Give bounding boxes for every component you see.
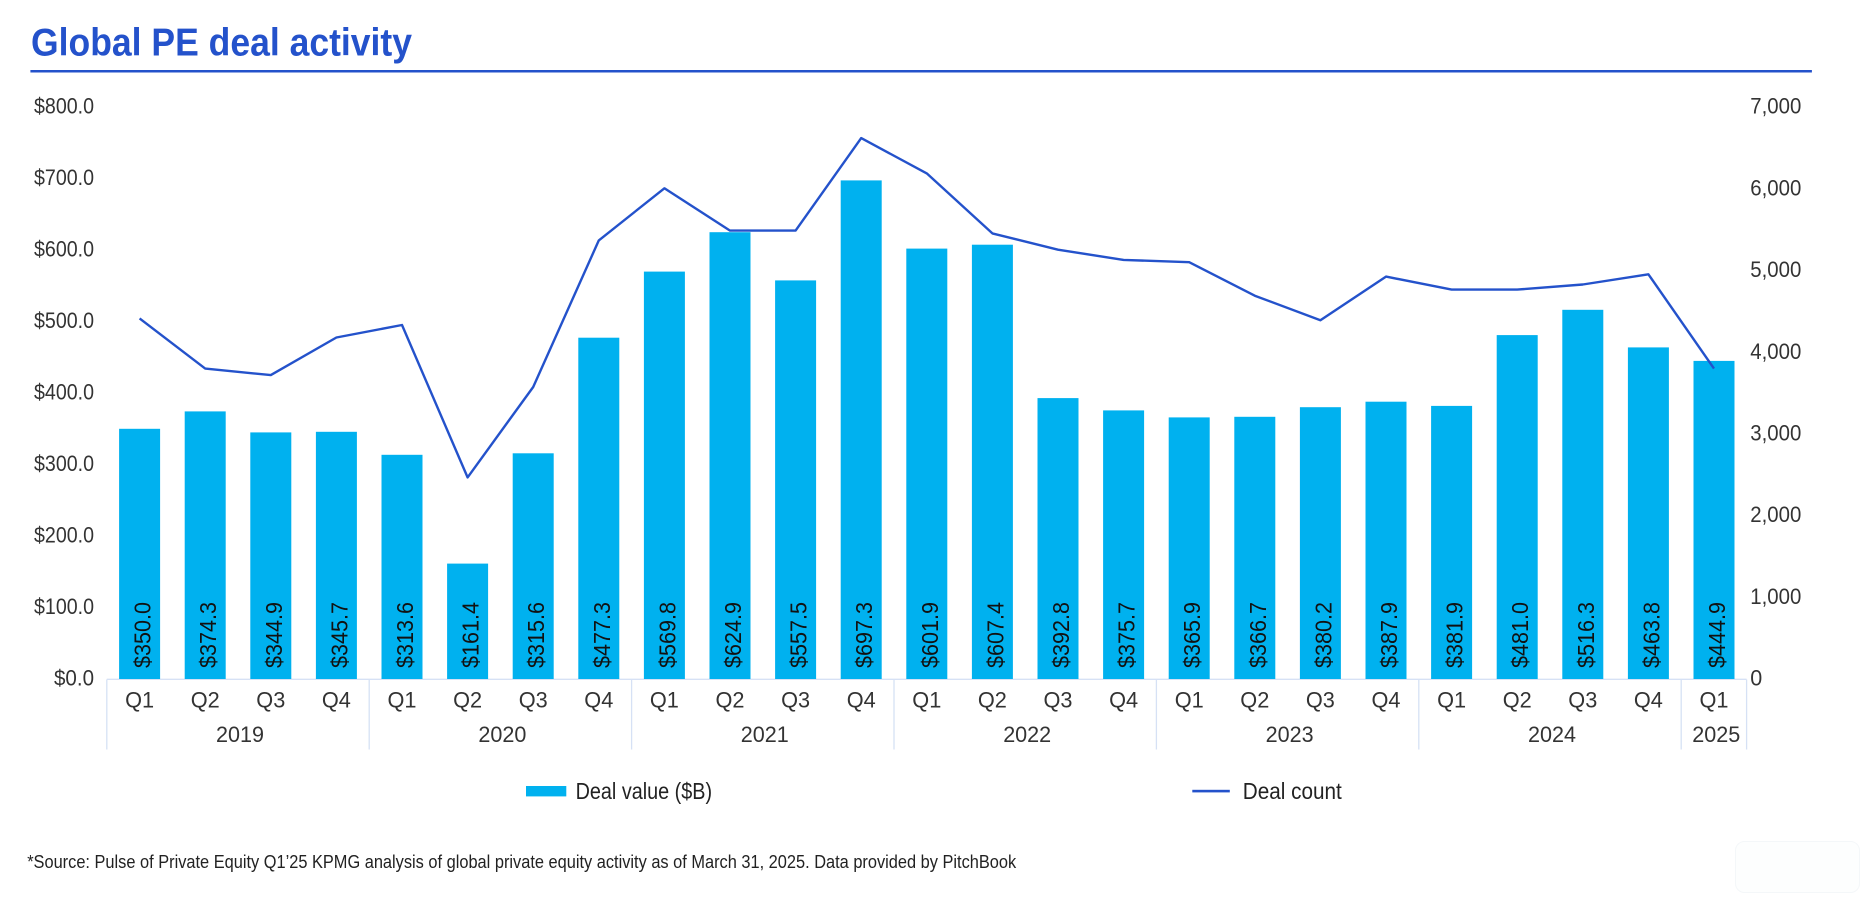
svg-text:2025: 2025 bbox=[1692, 722, 1740, 747]
svg-text:Q4: Q4 bbox=[584, 688, 613, 713]
svg-text:$387.9: $387.9 bbox=[1376, 602, 1402, 668]
svg-text:Q1: Q1 bbox=[912, 688, 941, 713]
svg-text:6,000: 6,000 bbox=[1750, 175, 1801, 200]
svg-text:$557.5: $557.5 bbox=[786, 602, 812, 668]
svg-text:Q2: Q2 bbox=[453, 688, 482, 713]
svg-text:Q1: Q1 bbox=[1175, 688, 1204, 713]
svg-text:Q3: Q3 bbox=[1568, 688, 1597, 713]
svg-text:$392.8: $392.8 bbox=[1048, 602, 1074, 668]
svg-text:$375.7: $375.7 bbox=[1114, 602, 1140, 668]
svg-text:Q4: Q4 bbox=[847, 688, 876, 713]
svg-text:Q1: Q1 bbox=[650, 688, 679, 713]
svg-text:3,000: 3,000 bbox=[1750, 420, 1801, 445]
svg-text:Q1: Q1 bbox=[1437, 688, 1466, 713]
svg-text:2,000: 2,000 bbox=[1750, 502, 1801, 527]
svg-text:Q3: Q3 bbox=[1044, 688, 1073, 713]
svg-text:2023: 2023 bbox=[1266, 722, 1314, 747]
svg-text:$374.3: $374.3 bbox=[195, 602, 221, 668]
svg-text:*Source: Pulse of Private Equi: *Source: Pulse of Private Equity Q1’25 K… bbox=[27, 852, 1017, 872]
svg-text:Q1: Q1 bbox=[125, 688, 154, 713]
svg-text:$381.9: $381.9 bbox=[1442, 602, 1468, 668]
svg-text:$300.0: $300.0 bbox=[34, 451, 94, 476]
svg-text:Q2: Q2 bbox=[1240, 688, 1269, 713]
svg-text:$200.0: $200.0 bbox=[34, 523, 94, 548]
svg-text:$380.2: $380.2 bbox=[1310, 602, 1336, 668]
svg-text:$365.9: $365.9 bbox=[1179, 602, 1205, 668]
svg-text:Q3: Q3 bbox=[781, 688, 810, 713]
svg-text:$0.0: $0.0 bbox=[54, 666, 94, 691]
svg-text:Q2: Q2 bbox=[191, 688, 220, 713]
svg-text:Q3: Q3 bbox=[519, 688, 548, 713]
svg-text:$700.0: $700.0 bbox=[34, 165, 94, 190]
svg-text:Q4: Q4 bbox=[1372, 688, 1401, 713]
svg-text:2024: 2024 bbox=[1528, 722, 1576, 747]
svg-text:Deal count: Deal count bbox=[1243, 778, 1343, 804]
svg-text:0: 0 bbox=[1750, 666, 1762, 691]
svg-text:Q4: Q4 bbox=[1634, 688, 1663, 713]
svg-text:$500.0: $500.0 bbox=[34, 308, 94, 333]
svg-text:2021: 2021 bbox=[741, 722, 789, 747]
svg-text:$601.9: $601.9 bbox=[917, 602, 943, 668]
svg-text:$100.0: $100.0 bbox=[34, 594, 94, 619]
svg-text:Q3: Q3 bbox=[256, 688, 285, 713]
svg-text:$444.9: $444.9 bbox=[1704, 602, 1730, 668]
svg-text:1,000: 1,000 bbox=[1750, 584, 1801, 609]
svg-text:$600.0: $600.0 bbox=[34, 237, 94, 262]
svg-text:2020: 2020 bbox=[478, 722, 526, 747]
svg-text:$477.3: $477.3 bbox=[589, 602, 615, 668]
svg-text:Q1: Q1 bbox=[388, 688, 417, 713]
svg-text:$350.0: $350.0 bbox=[130, 602, 156, 668]
svg-text:Q4: Q4 bbox=[322, 688, 351, 713]
svg-text:2019: 2019 bbox=[216, 722, 264, 747]
svg-text:Q2: Q2 bbox=[978, 688, 1007, 713]
svg-text:$400.0: $400.0 bbox=[34, 380, 94, 405]
svg-text:$463.8: $463.8 bbox=[1638, 602, 1664, 668]
svg-text:$366.7: $366.7 bbox=[1245, 602, 1271, 668]
svg-text:$800.0: $800.0 bbox=[34, 94, 94, 119]
svg-text:$345.7: $345.7 bbox=[326, 602, 352, 668]
svg-text:$344.9: $344.9 bbox=[261, 602, 287, 668]
svg-text:Q3: Q3 bbox=[1306, 688, 1335, 713]
svg-text:Q1: Q1 bbox=[1700, 688, 1729, 713]
svg-text:4,000: 4,000 bbox=[1750, 339, 1801, 364]
svg-text:Q4: Q4 bbox=[1109, 688, 1138, 713]
svg-text:$607.4: $607.4 bbox=[982, 602, 1008, 668]
svg-text:$697.3: $697.3 bbox=[851, 602, 877, 668]
svg-text:$569.8: $569.8 bbox=[654, 602, 680, 668]
svg-text:$481.0: $481.0 bbox=[1507, 602, 1533, 668]
svg-text:$161.4: $161.4 bbox=[458, 602, 484, 668]
svg-text:Deal value ($B): Deal value ($B) bbox=[576, 778, 713, 804]
svg-text:5,000: 5,000 bbox=[1750, 257, 1801, 282]
svg-text:Global PE deal activity: Global PE deal activity bbox=[31, 21, 412, 64]
svg-text:$313.6: $313.6 bbox=[392, 602, 418, 668]
svg-text:2022: 2022 bbox=[1003, 722, 1051, 747]
svg-text:$516.3: $516.3 bbox=[1573, 602, 1599, 668]
svg-text:$315.6: $315.6 bbox=[523, 602, 549, 668]
svg-text:Q2: Q2 bbox=[716, 688, 745, 713]
svg-text:Q2: Q2 bbox=[1503, 688, 1532, 713]
svg-text:$624.9: $624.9 bbox=[720, 602, 746, 668]
svg-text:7,000: 7,000 bbox=[1750, 94, 1801, 119]
